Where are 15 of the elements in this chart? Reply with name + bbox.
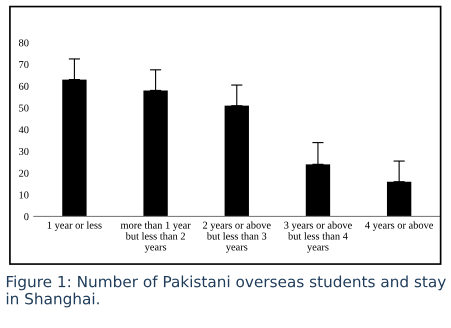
x-tick-label: 4 years or above xyxy=(365,221,434,231)
y-tick-label: 50 xyxy=(19,104,29,112)
y-tick-label: 80 xyxy=(18,39,29,46)
y-tick-label: 0 xyxy=(24,213,29,220)
y-tick-label: 30 xyxy=(19,148,29,156)
x-tick-label: 3 years or above but less than 4 years xyxy=(284,221,352,253)
y-tick-label: 60 xyxy=(18,82,29,90)
y-tick-label: 40 xyxy=(18,126,29,134)
y-tick-label: 70 xyxy=(19,61,29,68)
x-tick-label: 2 years or above but less than 3 years xyxy=(202,221,271,253)
y-tick-label: 20 xyxy=(19,170,29,177)
y-tick-label: 10 xyxy=(19,191,29,198)
caption: Figure 1: Number of Pakistani overseas students and stay in Shanghai. xyxy=(6,276,446,308)
x-tick-label: more than 1 year but less than 2 years xyxy=(120,221,191,253)
x-tick-label: 1 year or less xyxy=(48,221,102,231)
